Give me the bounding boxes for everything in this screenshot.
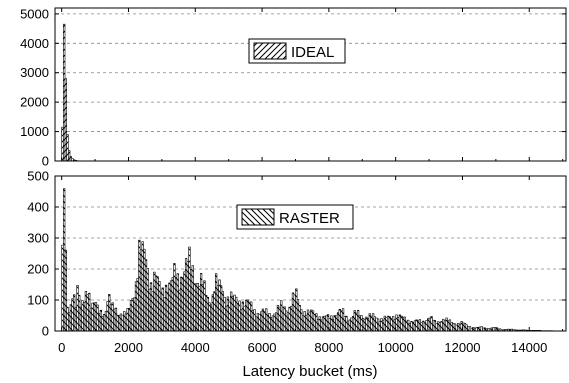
raster-y-tick-label: 0	[42, 324, 49, 339]
ideal-y-tick-label: 1000	[20, 124, 49, 139]
raster-plot-frame	[54, 175, 567, 332]
raster-x-tick-label: 10000	[378, 340, 414, 355]
raster-x-tick-label: 8000	[314, 340, 343, 355]
raster-y-tick-label: 400	[27, 200, 49, 215]
ideal-y-tick-label: 5000	[20, 6, 49, 21]
ideal-y-tick-label: 0	[42, 154, 49, 169]
raster-x-tick-label: 12000	[444, 340, 480, 355]
ideal-y-tick-label: 3000	[20, 65, 49, 80]
raster-y-tick-label: 500	[27, 169, 49, 184]
raster-x-tick-label: 6000	[248, 340, 277, 355]
ideal-panel: 0 1000 2000 3000 4000 5000 IDEAL	[20, 6, 567, 169]
ideal-legend-label: IDEAL	[291, 44, 334, 61]
raster-x-tick-label: 14000	[511, 340, 547, 355]
raster-panel: 0 100 200 300 400 500 RASTER 0 2000 4000 6000 8000 1…	[27, 169, 567, 355]
raster-y-tick-label: 300	[27, 231, 49, 246]
raster-x-tick-label: 4000	[181, 340, 210, 355]
x-axis-title: Latency bucket (ms)	[242, 363, 377, 380]
ideal-y-tick-label: 2000	[20, 95, 49, 110]
raster-x-tick-label: 0	[58, 340, 65, 355]
raster-x-tick-label: 2000	[114, 340, 143, 355]
raster-legend-swatch	[241, 208, 275, 226]
ideal-plot-frame	[54, 7, 567, 162]
raster-y-tick-label: 100	[27, 293, 49, 308]
ideal-y-tick-label: 4000	[20, 36, 49, 51]
ideal-legend-swatch	[253, 42, 287, 60]
raster-legend-label: RASTER	[279, 210, 340, 227]
raster-y-tick-label: 200	[27, 262, 49, 277]
